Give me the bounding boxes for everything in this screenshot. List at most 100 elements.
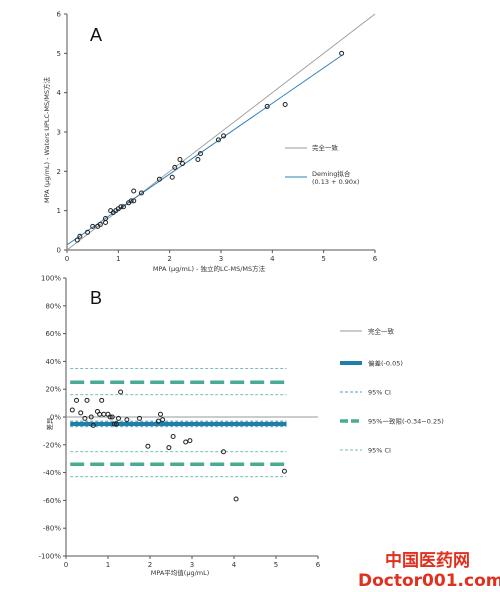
panel-b-x-tick-label: 2 (148, 561, 152, 569)
data-point (197, 151, 203, 157)
data-point (124, 417, 130, 423)
data-point (116, 415, 121, 421)
panel-b-legend-label: 95% CI (368, 389, 391, 397)
data-point (107, 414, 113, 420)
panel-a-x-tick-label: 0 (65, 255, 69, 263)
data-point (339, 50, 345, 56)
data-point (264, 103, 270, 109)
panel-b-x-tick-label: 4 (232, 561, 237, 569)
data-point (221, 133, 227, 139)
watermark-line2: Doctor001.com (358, 571, 500, 591)
panel-b-y-tick-label: 0% (50, 414, 61, 422)
data-point (120, 204, 126, 210)
panel-b-legend-label: 偏差(-0.05) (368, 359, 403, 368)
panel-b-y-tick-label: -80% (43, 525, 61, 533)
panel-b-x-tick-label: 6 (316, 561, 321, 569)
panel-a-y-label: MPA (μg/mL) - Waters UPLC-MS/MS方法 (42, 76, 51, 203)
data-point (169, 174, 175, 180)
data-point (180, 160, 185, 166)
data-point (177, 157, 183, 163)
panel-b-x-tick-label: 1 (106, 561, 110, 569)
data-point (155, 418, 161, 424)
panel-b-y-tick-label: 100% (41, 275, 61, 283)
data-point (160, 417, 166, 423)
data-point (109, 414, 115, 420)
data-point (78, 410, 84, 416)
panel-a-y-tick-label: 1 (57, 207, 61, 215)
data-point (183, 439, 189, 445)
data-point (84, 397, 90, 403)
data-point (99, 397, 105, 403)
panel-a-legend: 完全一致 Deming拟合 (0.13 + 0.90x) (285, 143, 359, 186)
data-point (131, 188, 137, 194)
data-point (113, 421, 119, 427)
panel-a-y-tick-label: 3 (57, 129, 61, 137)
data-point (172, 164, 178, 170)
data-point (156, 176, 162, 182)
panel-b-y-tick-label: -20% (43, 441, 61, 449)
panel-b-legend-label: 95% CI (368, 447, 391, 455)
panel-b-y-tick-label: 40% (45, 358, 61, 366)
legend-deming-equation: (0.13 + 0.90x) (312, 178, 359, 186)
legend-deming-label: Deming拟合 (312, 169, 351, 178)
data-point (281, 468, 287, 474)
panel-b-ticks: 0 1 2 3 4 5 6 100% 80% 60% 40% 20% 0% -20% -40% -60% -80… (38, 275, 320, 570)
panel-b-y-tick-label: 20% (45, 386, 61, 394)
panel-b-y-tick-label: -100% (38, 553, 61, 561)
panel-a-points (74, 50, 345, 243)
legend-identity-label: 完全一致 (312, 143, 339, 152)
panel-b-y-tick-label: -60% (43, 497, 61, 505)
deming-fit-line (66, 55, 342, 246)
panel-b-x-tick-label: 3 (190, 561, 194, 569)
data-point (221, 449, 226, 455)
data-point (128, 198, 134, 204)
panel-b-label: B (90, 288, 102, 308)
panel-b-y-tick-label: -40% (43, 469, 61, 477)
data-point (233, 496, 239, 502)
panel-a: A 0 1 2 3 4 5 6 0 1 2 3 4 5 6 MPA (μg/mL) - 独立的LC-MS/… (42, 11, 378, 274)
data-point (85, 229, 91, 235)
panel-a-y-tick-label: 6 (57, 11, 62, 19)
data-point (74, 397, 79, 403)
data-point (282, 101, 288, 107)
panel-a-y-tick-label: 5 (57, 50, 61, 58)
panel-b-x-tick-label: 0 (64, 561, 68, 569)
panel-a-x-tick-label: 1 (116, 255, 120, 263)
data-point (77, 233, 83, 239)
data-point (97, 221, 103, 227)
panel-a-x-tick-label: 4 (270, 255, 275, 263)
data-point (138, 190, 144, 196)
data-point (90, 223, 96, 229)
panel-b-x-label: MPA平均值(μg/mL) (151, 568, 210, 577)
panel-b-points (69, 389, 287, 502)
panel-a-y-tick-label: 0 (57, 247, 61, 255)
data-point (137, 415, 142, 421)
data-point (187, 438, 193, 444)
data-point (97, 411, 103, 417)
data-point (111, 421, 117, 427)
data-point (74, 237, 80, 243)
panel-b-lines (66, 367, 318, 478)
panel-b-y-tick-label: 80% (45, 302, 61, 310)
data-point (158, 411, 163, 417)
data-point (103, 216, 108, 222)
panel-b-y-label: 差异 (45, 417, 54, 431)
panel-a-x-tick-label: 6 (373, 255, 378, 263)
watermark-line1: 中国医药网 (385, 550, 470, 571)
data-point (90, 422, 96, 428)
data-point (82, 415, 88, 421)
panel-b-legend-label: 95%一致限(-0.34~0.25) (368, 417, 444, 426)
panel-b-legend-label: 完全一致 (368, 327, 395, 336)
data-point (69, 407, 75, 413)
data-point (101, 411, 107, 417)
panel-a-label: A (90, 25, 102, 45)
panel-a-x-label: MPA (μg/mL) - 独立的LC-MS/MS方法 (153, 264, 266, 273)
panel-a-y-tick-label: 4 (57, 89, 62, 97)
data-point (118, 389, 124, 395)
panel-a-x-tick-label: 2 (167, 255, 171, 263)
data-point (170, 433, 176, 439)
panel-b-y-tick-label: 60% (45, 330, 61, 338)
data-point (145, 443, 151, 449)
